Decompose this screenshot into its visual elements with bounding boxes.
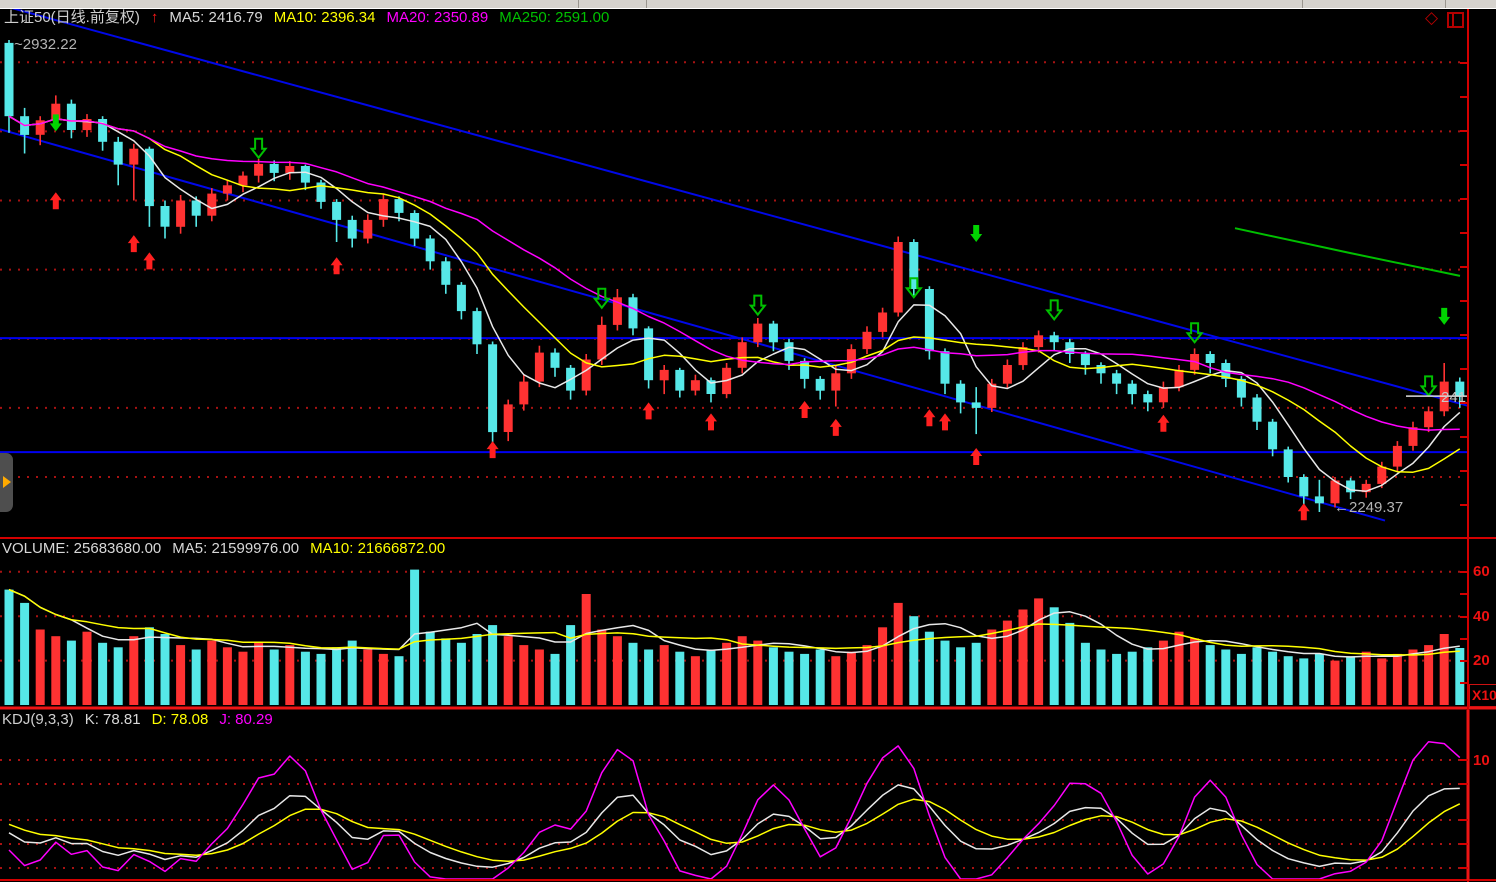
sidebar-expander-tab[interactable]	[0, 453, 13, 512]
kdj-header: KDJ(9,3,3) K: 78.81 D: 78.08 J: 80.29	[2, 711, 273, 729]
kdj-d-value: D: 78.08	[151, 711, 209, 728]
trend-lines	[0, 3, 1469, 522]
kdj-j-value: J: 80.29	[219, 711, 273, 728]
volume-gridlines	[0, 570, 1468, 662]
volume-axis-label-2: 20	[1473, 652, 1490, 669]
low-price-annotation: ←2249.37	[1334, 499, 1404, 516]
toolbar-divider	[578, 0, 579, 8]
right-axis	[1460, 9, 1470, 882]
symbol-title: 上证50(日线.前复权)	[4, 9, 140, 26]
ma250-line	[1234, 227, 1461, 277]
support-lines	[0, 337, 1468, 454]
ma10-value: MA10: 2396.34	[273, 9, 376, 26]
kdj-lines	[8, 740, 1461, 880]
kdj-gridlines	[0, 759, 1468, 869]
split-window-icon-bar	[1452, 14, 1454, 26]
kdj-k-value: K: 78.81	[84, 711, 141, 728]
volume-ma-lines	[8, 588, 1460, 658]
main-ma-lines	[8, 115, 1461, 492]
volume-axis-label-6: 60	[1473, 563, 1490, 580]
last-price-tag: 241	[1441, 389, 1467, 406]
toolbar-divider	[646, 0, 647, 8]
volume-axis-label-4: 40	[1473, 608, 1490, 625]
ma20-value: MA20: 2350.89	[386, 9, 489, 26]
volume-header: VOLUME: 25683680.00 MA5: 21599976.00 MA1…	[2, 540, 445, 558]
main-chart-header: 上证50(日线.前复权) ↑ MA5: 2416.79 MA10: 2396.3…	[4, 9, 609, 27]
trend-up-arrow-icon: ↑	[150, 9, 159, 26]
main-gridlines	[0, 61, 1468, 478]
volume-value: VOLUME: 25683680.00	[2, 540, 162, 557]
kdj-axis-label-100: 10	[1473, 752, 1490, 769]
ma5-value: MA5: 2416.79	[169, 9, 263, 26]
volume-ma10-value: MA10: 21666872.00	[310, 540, 446, 557]
toolbar-edge	[0, 0, 1496, 9]
diamond-icon[interactable]: ◇	[1425, 8, 1439, 27]
volume-unit-box: X10	[1469, 684, 1496, 707]
exit-signal-arrows	[249, 137, 1438, 398]
kdj-indicator-label: KDJ(9,3,3)	[2, 711, 74, 728]
volume-bars	[4, 569, 1465, 705]
split-window-icon[interactable]	[1447, 12, 1464, 28]
toolbar-divider	[1302, 0, 1303, 8]
candles	[4, 40, 1465, 512]
toolbar-divider	[1445, 0, 1446, 8]
ma250-value: MA250: 2591.00	[499, 9, 610, 26]
panel-dividers	[0, 537, 1496, 881]
high-price-annotation: ~2932.22	[14, 36, 77, 53]
buy-signal-arrows	[49, 192, 1310, 521]
volume-ma5-value: MA5: 21599976.00	[172, 540, 300, 557]
sell-signal-arrows	[49, 114, 1451, 325]
expander-arrow-icon	[3, 476, 11, 488]
